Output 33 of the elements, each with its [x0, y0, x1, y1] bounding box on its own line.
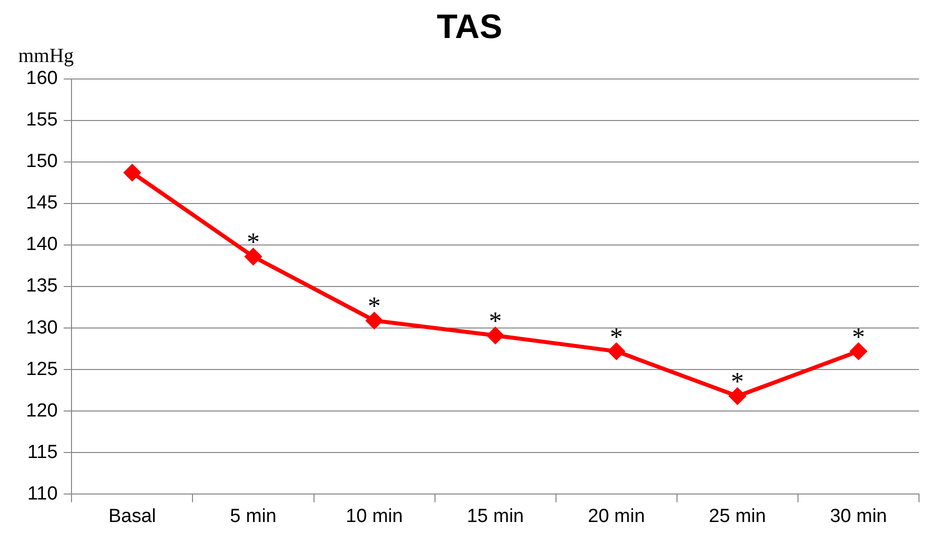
annotation: *: [246, 228, 260, 257]
y-tick-label: 135: [26, 276, 58, 297]
point: [365, 312, 384, 330]
point: [123, 164, 142, 182]
x-tick-label: Basal: [108, 506, 156, 527]
annotation: *: [368, 292, 381, 321]
x-tick-label: 15 min: [466, 506, 524, 527]
y-tick-label: 145: [26, 192, 58, 214]
annotation: *: [730, 367, 744, 396]
point: [486, 326, 504, 345]
x-tick-label: 5 min: [230, 506, 276, 527]
y-tick-label: 115: [27, 442, 58, 463]
point: [607, 342, 626, 360]
y-tick-label: 125: [26, 358, 58, 380]
x-tick-label: 30 min: [830, 506, 887, 527]
y-tick-label: 140: [26, 234, 58, 256]
x-tick-label: 10 min: [346, 506, 403, 527]
y-tick-label: 130: [26, 317, 58, 338]
y-tick-label: 110: [27, 483, 58, 504]
point: [728, 387, 746, 406]
annotation: *: [852, 322, 865, 352]
y-tick-label: 120: [26, 400, 58, 422]
annotation: *: [488, 306, 502, 336]
y-tick-label: 160: [26, 68, 58, 90]
y-tick-label: 150: [26, 151, 58, 172]
y-axis-title: mmHg: [18, 45, 74, 67]
point: [244, 248, 262, 266]
point: [849, 342, 868, 360]
y-tick-label: 155: [26, 110, 58, 131]
annotation: *: [610, 322, 623, 352]
chart-title: TAS: [436, 8, 502, 46]
x-tick-label: 20 min: [588, 506, 645, 527]
x-tick-label: 25 min: [708, 506, 766, 527]
